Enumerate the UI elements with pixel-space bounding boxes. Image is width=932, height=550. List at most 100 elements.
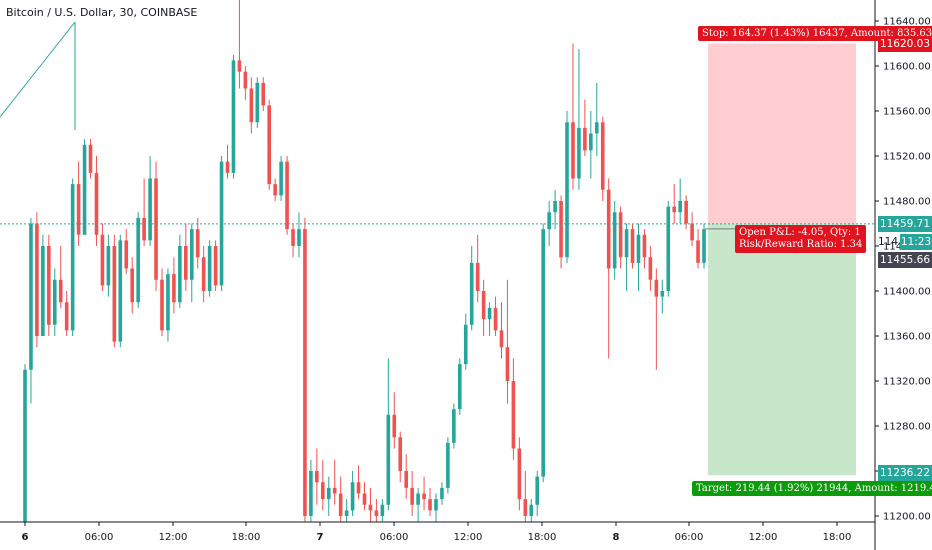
candle [356, 465, 361, 500]
time-tick-label: 7 [317, 532, 324, 543]
candle-body [386, 414, 391, 505]
candle [332, 459, 337, 505]
candle [481, 279, 486, 336]
candle-body [529, 504, 534, 516]
candle [606, 178, 611, 359]
candle [285, 156, 289, 235]
candle-body [154, 178, 158, 280]
candle-body [106, 246, 111, 286]
candle-body [517, 448, 522, 500]
candle [297, 212, 301, 258]
stop-zone[interactable] [708, 43, 856, 224]
candle [660, 279, 665, 314]
candle-body [267, 105, 272, 185]
price-tick-label: 11520.00 [883, 152, 931, 163]
candle-body [368, 504, 373, 511]
candle-body [493, 307, 498, 331]
candle [583, 99, 587, 156]
open-pnl-badge[interactable]: Open P&L: -4.05, Qty: 1 Risk/Reward Rati… [735, 225, 867, 253]
trend-line[interactable] [0, 21, 76, 118]
open-pnl-label: Open P&L: -4.05, Qty: 1 [739, 227, 861, 238]
candle [517, 437, 522, 511]
candle [166, 268, 170, 342]
candle [201, 246, 206, 303]
time-tick-label: 06:00 [85, 532, 114, 543]
candle-body [654, 279, 659, 297]
price-tick-label: 11200.00 [883, 512, 931, 523]
candle-body [404, 471, 408, 488]
candle-body [172, 274, 176, 303]
candle [499, 302, 504, 359]
candle-body [463, 324, 468, 365]
candle [380, 499, 385, 522]
candle [422, 476, 426, 511]
price-tick-label: 11400.00 [883, 287, 931, 298]
target-zone[interactable] [708, 223, 856, 476]
stop-badge[interactable]: Stop: 164.37 (1.43%) 16437, Amount: 835.… [698, 26, 932, 41]
candle-body [434, 499, 438, 511]
candle-body [642, 234, 647, 258]
candle-body [64, 302, 69, 331]
price-tick-label: 11320.00 [883, 377, 931, 388]
entry-price-label: 11459.71 [878, 216, 932, 232]
candle-body [273, 184, 277, 196]
candle [189, 223, 194, 303]
candle [523, 471, 528, 522]
candle [47, 234, 51, 336]
time-tick-label: 06:00 [675, 532, 704, 543]
price-tick-label: 11480.00 [883, 197, 931, 208]
candle-body [469, 262, 474, 325]
candle-body [225, 161, 230, 173]
hidden-partial-label: 114 [878, 236, 899, 248]
target-badge[interactable]: Target: 219.44 (1.92%) 21944, Amount: 12… [692, 481, 932, 496]
candle-body [547, 212, 551, 230]
candle [118, 234, 123, 348]
candle [321, 459, 325, 511]
candle-body [594, 122, 599, 134]
stop-price-label: 11620.03 [878, 36, 932, 52]
candle-body [338, 493, 343, 516]
candle-body [481, 291, 486, 320]
candle-body [23, 369, 27, 522]
candle-body [487, 307, 492, 320]
candle-body [47, 246, 51, 325]
candle-body [321, 482, 325, 500]
candle-body [118, 240, 123, 342]
position-zones [708, 43, 856, 476]
candle [505, 279, 510, 404]
candle [511, 358, 516, 460]
candle-body [41, 246, 45, 336]
countdown-label: 11:23 [900, 234, 932, 250]
candle [452, 403, 456, 449]
candle [64, 291, 69, 336]
candle [154, 161, 158, 291]
candle-body [291, 229, 295, 246]
candle-body [255, 82, 260, 123]
price-tick-label: 11640.00 [883, 17, 931, 28]
candle [160, 268, 164, 336]
candle [338, 476, 343, 522]
candle-body [446, 442, 450, 488]
candle [589, 111, 593, 179]
candle-body [201, 257, 206, 291]
candle-body [505, 347, 510, 381]
candle [76, 161, 81, 246]
candle [29, 217, 33, 404]
candle-body [618, 212, 623, 258]
candle-body [195, 229, 200, 258]
candle [666, 201, 671, 297]
candle-body [702, 229, 706, 263]
candle-body [428, 499, 432, 511]
candle [404, 454, 408, 500]
time-axis[interactable]: 6 06:00 12:00 18:00 7 06:00 12:00 18:00 8 06:00 12… [0, 521, 875, 543]
candle [463, 313, 468, 370]
candle-body [70, 184, 75, 331]
candle-body [237, 60, 242, 72]
candle-body [684, 201, 688, 224]
candle [398, 431, 403, 483]
candle-body [344, 510, 349, 516]
candle [624, 223, 629, 291]
candle [100, 223, 105, 291]
candle-body [374, 510, 379, 516]
